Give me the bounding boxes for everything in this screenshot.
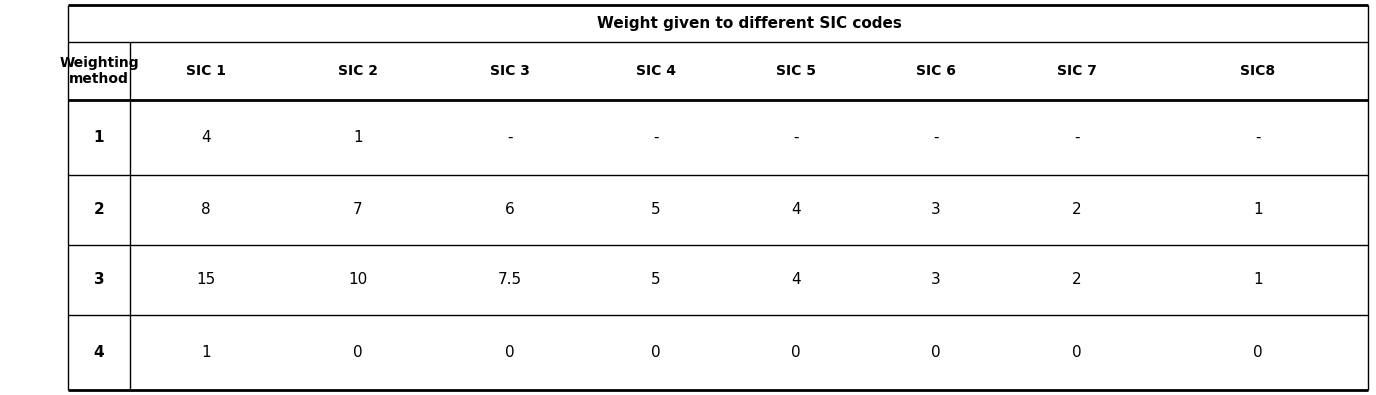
Text: Weighting
method: Weighting method [59, 56, 139, 86]
Text: 0: 0 [651, 345, 660, 360]
Text: 3: 3 [932, 273, 941, 288]
Text: 10: 10 [348, 273, 367, 288]
Text: 6: 6 [505, 203, 515, 218]
Text: SIC 3: SIC 3 [490, 64, 530, 78]
Text: 4: 4 [201, 130, 211, 145]
Text: SIC 2: SIC 2 [338, 64, 378, 78]
Text: SIC8: SIC8 [1240, 64, 1276, 78]
Text: 3: 3 [94, 273, 105, 288]
Text: 2: 2 [94, 203, 105, 218]
Text: SIC 1: SIC 1 [186, 64, 226, 78]
Text: 3: 3 [932, 203, 941, 218]
Text: 4: 4 [791, 273, 801, 288]
Text: -: - [1255, 130, 1260, 145]
Text: 0: 0 [1254, 345, 1263, 360]
Text: SIC 4: SIC 4 [636, 64, 676, 78]
Text: 0: 0 [932, 345, 941, 360]
Text: 0: 0 [505, 345, 515, 360]
Text: 7.5: 7.5 [498, 273, 522, 288]
Text: 15: 15 [197, 273, 216, 288]
Text: 0: 0 [354, 345, 363, 360]
Text: 0: 0 [791, 345, 801, 360]
Text: SIC 5: SIC 5 [776, 64, 816, 78]
Text: 5: 5 [651, 273, 660, 288]
Text: 1: 1 [1254, 203, 1263, 218]
Text: 1: 1 [94, 130, 105, 145]
Text: 1: 1 [354, 130, 363, 145]
Text: -: - [508, 130, 513, 145]
Text: Weight given to different SIC codes: Weight given to different SIC codes [597, 16, 901, 31]
Text: -: - [793, 130, 798, 145]
Text: SIC 7: SIC 7 [1057, 64, 1097, 78]
Text: 2: 2 [1072, 203, 1082, 218]
Text: 2: 2 [1072, 273, 1082, 288]
Text: 4: 4 [94, 345, 105, 360]
Text: 5: 5 [651, 203, 660, 218]
Text: 4: 4 [791, 203, 801, 218]
Text: -: - [654, 130, 659, 145]
Text: 7: 7 [354, 203, 363, 218]
Text: -: - [1075, 130, 1080, 145]
Text: 0: 0 [1072, 345, 1082, 360]
Text: 1: 1 [1254, 273, 1263, 288]
Text: 1: 1 [201, 345, 211, 360]
Text: SIC 6: SIC 6 [916, 64, 956, 78]
Text: 8: 8 [201, 203, 211, 218]
Text: -: - [933, 130, 938, 145]
